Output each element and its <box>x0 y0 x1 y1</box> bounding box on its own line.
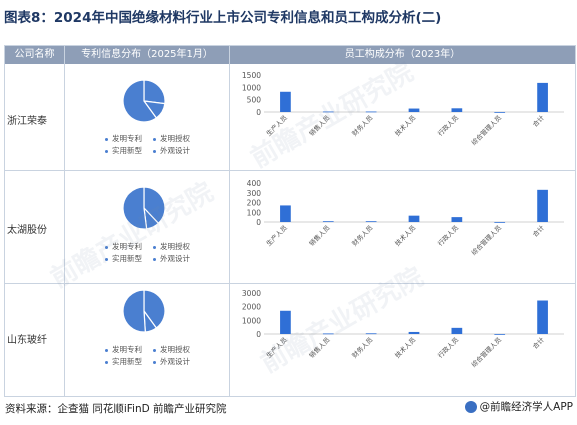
x-tick-label: 销售人员 <box>307 335 332 360</box>
pie-slice <box>122 186 148 230</box>
y-tick-label: 0 <box>256 108 261 117</box>
brand-logo-icon <box>464 400 477 413</box>
bar <box>408 108 420 112</box>
pie-legend: 发明专利 发明授权 实用新型 外观设计 <box>105 133 205 157</box>
y-tick-label: 0 <box>256 330 261 339</box>
bar <box>322 111 334 113</box>
x-tick-label: 技术人员 <box>393 223 418 248</box>
legend-item: 实用新型 <box>112 146 142 155</box>
legend-item: 实用新型 <box>112 254 142 263</box>
legend-item: 发明授权 <box>160 345 190 354</box>
x-tick-label: 合计 <box>530 335 546 351</box>
bar <box>365 111 377 113</box>
y-tick-label: 1000 <box>242 83 261 92</box>
bar <box>408 331 420 334</box>
bar <box>280 91 291 112</box>
brand-text: @前瞻经济学人APP <box>479 401 573 413</box>
x-tick-label: 生产人员 <box>264 113 289 138</box>
x-tick-label: 生产人员 <box>264 223 289 248</box>
legend-item: 发明专利 <box>112 242 142 251</box>
y-tick-label: 100 <box>247 208 262 217</box>
legend-item: 发明专利 <box>112 134 142 143</box>
header-patent: 专利信息分布（2025年1月） <box>65 46 229 64</box>
chart-title: 图表8：2024年中国绝缘材料行业上市公司专利信息和员工构成分析(二) <box>4 10 442 26</box>
x-tick-label: 财务人员 <box>350 335 375 360</box>
header-staff: 员工构成分布（2023年） <box>230 46 575 64</box>
bar <box>537 189 548 222</box>
company-name: 太湖股份 <box>7 225 47 236</box>
legend-item: 发明专利 <box>112 345 142 354</box>
pie-legend: 发明专利 发明授权 实用新型 外观设计 <box>105 241 205 265</box>
legend-item: 外观设计 <box>160 146 190 155</box>
legend-item: 外观设计 <box>160 357 190 366</box>
pie-slice <box>122 289 146 333</box>
patent-pie <box>122 79 166 123</box>
company-name: 山东玻纤 <box>7 335 47 346</box>
bar <box>494 112 506 113</box>
x-tick-label: 综合管理人员 <box>469 223 503 257</box>
bar <box>280 310 291 334</box>
bar <box>408 215 420 222</box>
x-tick-label: 综合管理人员 <box>469 113 503 147</box>
x-tick-label: 销售人员 <box>307 113 332 138</box>
pie-slice <box>143 289 166 329</box>
staff-bar-chart: 0 500 1000 1500 生产人员 销售人员 财务人员 技术人员 行政人员 综合管理人员 合计 <box>242 71 564 147</box>
x-tick-label: 合计 <box>530 223 546 239</box>
pie-legend: 发明专利 发明授权 实用新型 外观设计 <box>105 344 205 368</box>
bar <box>451 327 463 334</box>
y-tick-label: 2000 <box>242 303 261 312</box>
pie-slice <box>122 79 158 123</box>
legend-item: 发明授权 <box>160 242 190 251</box>
y-tick-label: 1500 <box>242 71 261 80</box>
x-tick-label: 销售人员 <box>307 223 332 248</box>
pie-slice <box>143 186 166 225</box>
brand-label: @前瞻经济学人APP <box>464 399 573 414</box>
bar <box>451 217 463 222</box>
source-note: 资料来源：企查猫 同花顺iFinD 前瞻产业研究院 <box>5 403 227 415</box>
y-tick-label: 500 <box>247 96 262 105</box>
bar <box>537 82 548 112</box>
x-tick-label: 技术人员 <box>393 113 418 138</box>
x-tick-label: 财务人员 <box>350 223 375 248</box>
row-divider <box>5 170 575 171</box>
x-tick-label: 行政人员 <box>436 223 461 248</box>
column-divider <box>229 46 230 396</box>
x-tick-label: 行政人员 <box>436 335 461 360</box>
x-tick-label: 技术人员 <box>393 335 418 360</box>
x-tick-label: 综合管理人员 <box>469 335 503 369</box>
y-tick-label: 200 <box>247 199 262 208</box>
bar <box>322 333 334 335</box>
y-tick-label: 300 <box>247 189 262 198</box>
company-name: 浙江荣泰 <box>7 116 47 127</box>
bar <box>537 300 548 334</box>
row-divider <box>5 283 575 284</box>
pie-slice <box>143 79 166 105</box>
patent-pie <box>122 289 166 333</box>
x-tick-label: 财务人员 <box>350 113 375 138</box>
legend-item: 实用新型 <box>112 357 142 366</box>
y-tick-label: 400 <box>247 179 262 188</box>
y-tick-label: 3000 <box>242 289 261 298</box>
y-tick-label: 1000 <box>242 316 261 325</box>
bar <box>322 221 334 223</box>
data-table: 公司名称 专利信息分布（2025年1月） 员工构成分布（2023年） 浙江荣泰 … <box>4 45 576 397</box>
legend-item: 外观设计 <box>160 254 190 263</box>
patent-pie <box>122 186 166 230</box>
bar <box>451 108 463 112</box>
x-tick-label: 行政人员 <box>436 113 461 138</box>
header-company: 公司名称 <box>5 46 64 64</box>
staff-bar-chart: 0 1000 2000 3000 生产人员 销售人员 财务人员 技术人员 行政人员 综合管理人员 合… <box>242 289 564 369</box>
x-tick-label: 合计 <box>530 113 546 129</box>
x-tick-label: 生产人员 <box>264 335 289 360</box>
legend-item: 发明授权 <box>160 134 190 143</box>
bar <box>365 333 377 335</box>
bar <box>365 221 377 223</box>
bar <box>494 334 506 335</box>
y-tick-label: 0 <box>256 218 261 227</box>
column-divider <box>64 46 65 396</box>
bar <box>494 222 506 223</box>
bar <box>280 205 291 222</box>
